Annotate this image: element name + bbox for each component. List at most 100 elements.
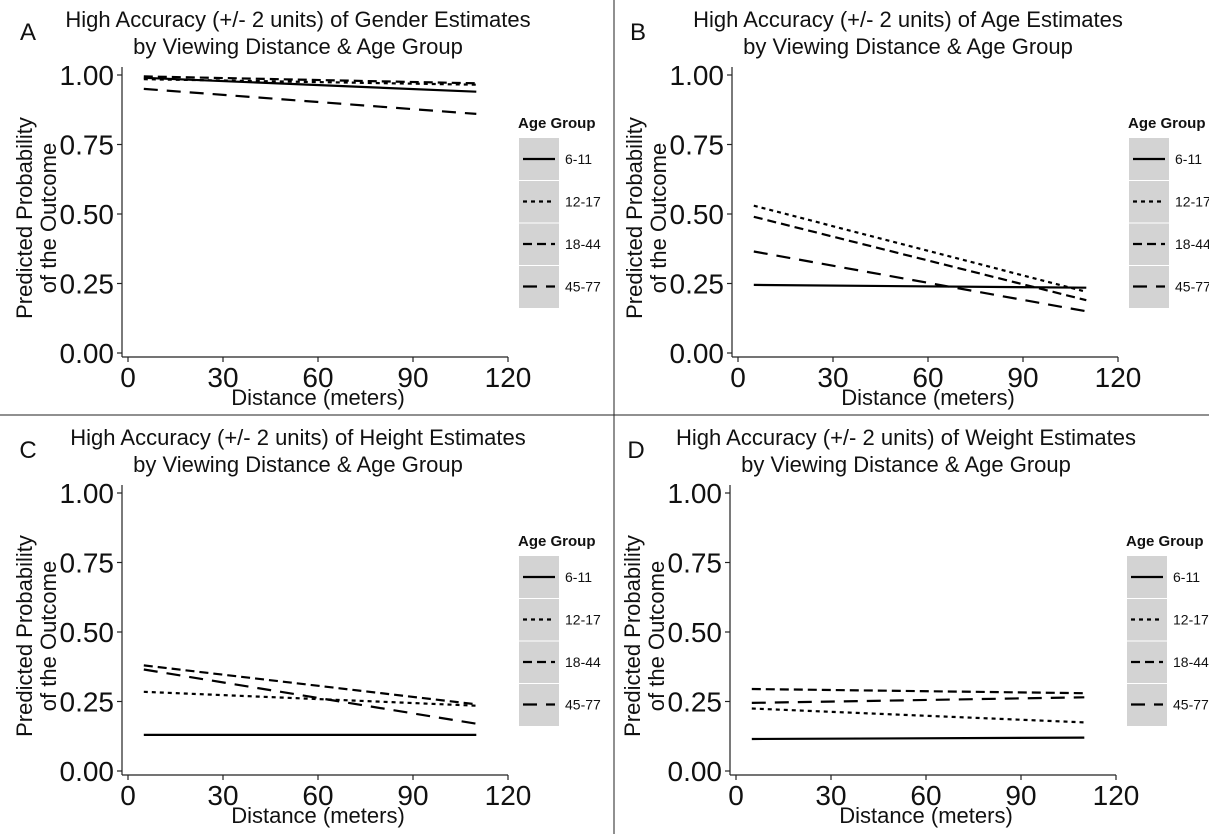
y-axis-label-line1: Predicted Probability [620,535,645,737]
y-tick-label: 0.25 [60,269,115,300]
x-tick-label: 120 [1095,362,1142,393]
y-tick-label: 0.00 [670,338,725,369]
x-tick-label: 90 [1005,780,1036,811]
series-line-12-17 [753,204,1087,293]
chart-title-line2: by Viewing Distance & Age Group [743,34,1073,59]
x-tick-label: 0 [728,780,744,811]
series-line-45-77 [143,668,477,725]
legend-label: 12-17 [565,612,601,628]
y-tick-label: 0.50 [60,199,115,230]
legend-label: 12-17 [1175,194,1209,210]
series-line-6-11 [753,283,1087,289]
y-axis-label-line2: of the Outcome [646,143,671,293]
legend-label: 18-44 [565,654,601,670]
x-tick-label: 0 [120,362,136,393]
panel-letter: B [630,19,646,46]
y-tick-label: 0.50 [60,617,115,648]
y-axis-label-line2: of the Outcome [36,561,61,711]
x-axis-label: Distance (meters) [841,385,1015,410]
y-axis-label: Predicted Probabilityof the Outcome [12,535,61,737]
legend-label: 6-11 [565,151,592,167]
x-tick-label: 30 [817,362,848,393]
y-tick-label: 1.00 [668,478,723,509]
legend-label: 6-11 [1175,151,1202,167]
x-tick-label: 120 [485,362,532,393]
chart-title-line1: High Accuracy (+/- 2 units) of Age Estim… [693,7,1123,32]
series-line-12-17 [751,707,1085,724]
panel-b: B High Accuracy (+/- 2 units) of Age Esti… [622,7,1209,410]
y-tick-label: 0.75 [60,548,115,579]
y-axis-label-line2: of the Outcome [644,561,669,711]
x-tick-label: 90 [397,780,428,811]
y-tick-label: 0.00 [60,756,115,787]
x-tick-label: 120 [485,780,532,811]
legend-label: 18-44 [565,236,601,252]
panel-d: D High Accuracy (+/- 2 units) of Weight E… [620,425,1209,828]
chart-title-line1: High Accuracy (+/- 2 units) of Height Es… [70,425,525,450]
series-line-45-77 [753,250,1087,313]
y-axis-label-line1: Predicted Probability [12,535,37,737]
legend-label: 45-77 [565,279,601,295]
series-line-6-11 [751,736,1085,741]
series-line-18-44 [751,687,1085,695]
series-line-18-44 [753,215,1087,302]
x-tick-label: 90 [1007,362,1038,393]
legend-label: 12-17 [1173,612,1209,628]
y-tick-label: 1.00 [60,478,115,509]
x-tick-label: 120 [1093,780,1140,811]
legend-label: 18-44 [1173,654,1209,670]
y-axis-label-line1: Predicted Probability [12,117,37,319]
legend-title: Age Group [518,533,596,550]
series-line-45-77 [751,696,1085,704]
y-tick-label: 0.50 [670,199,725,230]
legend-label: 12-17 [565,194,601,210]
x-tick-label: 0 [730,362,746,393]
panel-c: C High Accuracy (+/- 2 units) of Height E… [12,425,601,828]
y-axis-label: Predicted Probabilityof the Outcome [620,535,669,737]
x-axis-label: Distance (meters) [839,803,1013,828]
x-tick-label: 30 [815,780,846,811]
chart-title-line1: High Accuracy (+/- 2 units) of Weight Es… [676,425,1136,450]
legend-title: Age Group [1126,533,1204,550]
y-tick-label: 0.50 [668,617,723,648]
chart-title-line1: High Accuracy (+/- 2 units) of Gender Es… [65,7,530,32]
chart-title-line2: by Viewing Distance & Age Group [133,34,463,59]
x-tick-label: 90 [397,362,428,393]
legend-label: 45-77 [1175,279,1209,295]
chart-title-line2: by Viewing Distance & Age Group [741,452,1071,477]
panel-letter: C [19,437,36,464]
legend-label: 45-77 [1173,697,1209,713]
y-tick-label: 0.25 [668,687,723,718]
x-tick-label: 30 [207,362,238,393]
y-axis-label-line1: Predicted Probability [622,117,647,319]
y-tick-label: 0.00 [668,756,723,787]
x-tick-label: 0 [120,780,136,811]
legend-label: 45-77 [565,697,601,713]
y-tick-label: 0.75 [670,130,725,161]
series-line-6-11 [143,76,477,93]
y-tick-label: 0.75 [60,130,115,161]
y-tick-label: 0.00 [60,338,115,369]
x-tick-label: 60 [910,780,941,811]
y-tick-label: 0.75 [668,548,723,579]
series-line-18-44 [143,664,477,706]
y-tick-label: 0.25 [60,687,115,718]
y-axis-label: Predicted Probabilityof the Outcome [12,117,61,319]
legend-title: Age Group [518,115,596,132]
panel-a: A High Accuracy (+/- 2 units) of Gender E… [12,7,601,410]
x-tick-label: 60 [302,780,333,811]
y-tick-label: 0.25 [670,269,725,300]
legend-label: 6-11 [1173,569,1200,585]
legend-title: Age Group [1128,115,1206,132]
x-tick-label: 30 [207,780,238,811]
legend-label: 6-11 [565,569,592,585]
chart-title-line2: by Viewing Distance & Age Group [133,452,463,477]
legend-label: 18-44 [1175,236,1209,252]
panel-letter: D [627,437,644,464]
x-tick-label: 60 [302,362,333,393]
series-line-45-77 [143,87,477,115]
y-axis-label: Predicted Probabilityof the Outcome [622,117,671,319]
y-tick-label: 1.00 [60,60,115,91]
panel-letter: A [20,19,36,46]
